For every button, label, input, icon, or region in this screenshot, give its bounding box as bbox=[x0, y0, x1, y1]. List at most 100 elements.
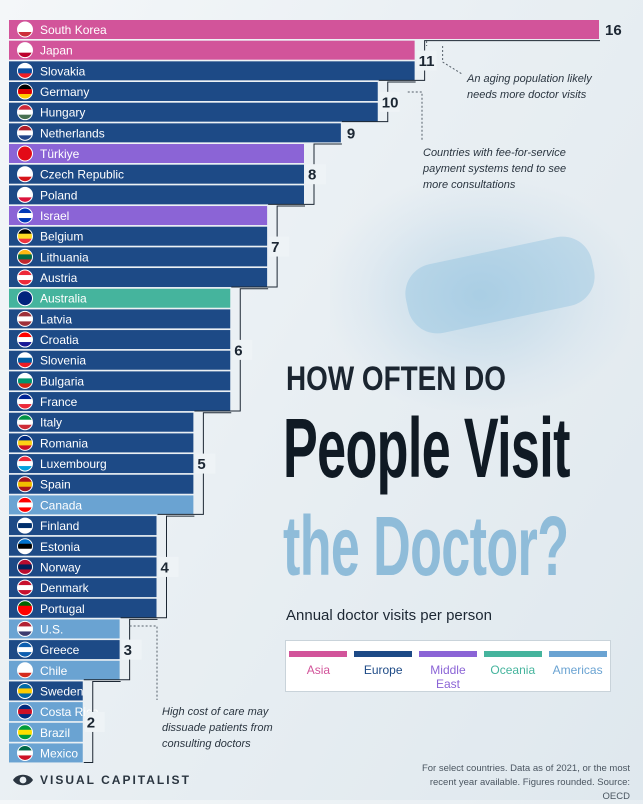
bar-label-chile: Chile bbox=[40, 664, 68, 678]
bar-label-netherlands: Netherlands bbox=[40, 126, 105, 140]
bar-label-t-rkiye: Türkiye bbox=[40, 147, 80, 161]
value-label-3: 3 bbox=[124, 642, 132, 659]
bar-luxembourg bbox=[9, 454, 194, 474]
bar-norway bbox=[9, 557, 157, 577]
legend-label-middle-east: Middle East bbox=[430, 663, 465, 691]
bar-japan bbox=[9, 40, 415, 60]
value-label-bg-5 bbox=[195, 453, 216, 474]
flag-denmark-icon bbox=[17, 579, 33, 596]
annotation-fee-for-service: Countries with fee-for-service payment s… bbox=[423, 145, 623, 193]
bar-label-slovenia: Slovenia bbox=[40, 354, 86, 368]
bar-label-finland: Finland bbox=[40, 519, 79, 533]
bar-label-slovakia: Slovakia bbox=[40, 64, 86, 78]
bar-poland bbox=[9, 185, 304, 205]
footnote: For select countries. Data as of 2021, o… bbox=[400, 762, 630, 804]
flag-u-s-icon bbox=[17, 620, 33, 637]
annotation-connector-cost bbox=[129, 625, 158, 700]
legend-item-asia: Asia bbox=[289, 651, 348, 677]
bar-lithuania bbox=[9, 247, 268, 267]
flag-italy-icon bbox=[17, 414, 33, 431]
visual-capitalist-logo-icon bbox=[13, 774, 33, 786]
legend-swatch-asia bbox=[289, 651, 348, 657]
flag-japan-icon bbox=[17, 42, 33, 59]
bar-romania bbox=[9, 433, 194, 453]
bar-label-lithuania: Lithuania bbox=[40, 250, 89, 264]
bar-chile bbox=[9, 660, 120, 680]
bar-czech-republic bbox=[9, 164, 304, 184]
flag-spain-icon bbox=[17, 476, 33, 493]
bar-canada bbox=[9, 495, 194, 515]
value-label-5: 5 bbox=[197, 456, 205, 473]
bar-label-italy: Italy bbox=[40, 416, 62, 430]
flag-hungary-icon bbox=[17, 104, 33, 121]
flag-slovakia-icon bbox=[17, 62, 33, 79]
value-label-4: 4 bbox=[161, 559, 170, 576]
bar-label-belgium: Belgium bbox=[40, 230, 83, 244]
bar-label-latvia: Latvia bbox=[40, 312, 72, 326]
flag-romania-icon bbox=[17, 434, 33, 451]
bar-label-luxembourg: Luxembourg bbox=[40, 457, 107, 471]
legend-item-americas: Americas bbox=[548, 651, 607, 677]
flag-netherlands-icon bbox=[17, 124, 33, 141]
bar-denmark bbox=[9, 578, 157, 598]
bar-croatia bbox=[9, 330, 231, 350]
bar-label-portugal: Portugal bbox=[40, 602, 85, 616]
value-label-11: 11 bbox=[419, 53, 435, 70]
flag-chile-icon bbox=[17, 662, 33, 679]
annotation-fee-line-1: Countries with fee-for-service bbox=[423, 147, 566, 159]
legend-label-middle: Middle bbox=[430, 663, 466, 677]
flag-south-korea-icon bbox=[17, 21, 33, 38]
flag-slovenia-icon bbox=[17, 352, 33, 369]
bar-slovakia bbox=[9, 61, 415, 81]
flag-luxembourg-icon bbox=[17, 455, 33, 472]
value-label-bg-6 bbox=[232, 339, 253, 360]
chart-subtitle: Annual doctor visits per person bbox=[286, 607, 492, 624]
flag-costa-rica-icon bbox=[17, 703, 33, 720]
bar-israel bbox=[9, 206, 268, 226]
bar-label-u-s: U.S. bbox=[40, 622, 63, 636]
bar-label-greece: Greece bbox=[40, 643, 80, 657]
bar-label-bulgaria: Bulgaria bbox=[40, 374, 84, 388]
annotation-connector-fee bbox=[407, 91, 423, 140]
flag-france-icon bbox=[17, 393, 33, 410]
title-line-3: the Doctor? bbox=[283, 499, 569, 593]
bar-label-canada: Canada bbox=[40, 498, 82, 512]
legend-label-asia: Asia bbox=[306, 663, 331, 677]
annotation-aging-line-2: needs more doctor visits bbox=[467, 89, 587, 101]
bar-label-mexico: Mexico bbox=[40, 746, 78, 760]
flag-finland-icon bbox=[17, 517, 33, 534]
flag-greece-icon bbox=[17, 641, 33, 658]
legend-swatch-oceania bbox=[483, 651, 542, 657]
bar-label-france: France bbox=[40, 395, 78, 409]
flag-bulgaria-icon bbox=[17, 372, 33, 389]
value-label-bg-2 bbox=[84, 711, 105, 732]
value-label-bg-10 bbox=[379, 91, 400, 112]
bar-portugal bbox=[9, 598, 157, 618]
footnote-line-2: recent year available. Figures rounded. … bbox=[429, 777, 630, 802]
bar-label-estonia: Estonia bbox=[40, 540, 80, 554]
flag-czech-republic-icon bbox=[17, 166, 33, 183]
flag-latvia-icon bbox=[17, 310, 33, 327]
bar-slovenia bbox=[9, 350, 231, 370]
bar-italy bbox=[9, 412, 194, 432]
legend-item-middle-east: Middle East bbox=[418, 651, 477, 691]
bar-u-s bbox=[9, 619, 120, 639]
bar-finland bbox=[9, 516, 157, 536]
legend-swatch-middle-east bbox=[418, 651, 477, 657]
flag-belgium-icon bbox=[17, 228, 33, 245]
bar-france bbox=[9, 392, 231, 412]
bar-latvia bbox=[9, 309, 231, 329]
value-label-16: 16 bbox=[605, 22, 622, 39]
legend-label-oceania: Oceania bbox=[490, 663, 536, 677]
flag-croatia-icon bbox=[17, 331, 33, 348]
flag-portugal-icon bbox=[17, 600, 33, 617]
legend-swatch-americas bbox=[548, 651, 607, 657]
annotation-connector-aging bbox=[426, 41, 463, 75]
bar-t-rkiye bbox=[9, 144, 304, 164]
bar-spain bbox=[9, 474, 194, 494]
bar-estonia bbox=[9, 536, 157, 556]
value-label-7: 7 bbox=[271, 239, 279, 256]
flag-estonia-icon bbox=[17, 538, 33, 555]
bar-label-norway: Norway bbox=[40, 560, 81, 574]
